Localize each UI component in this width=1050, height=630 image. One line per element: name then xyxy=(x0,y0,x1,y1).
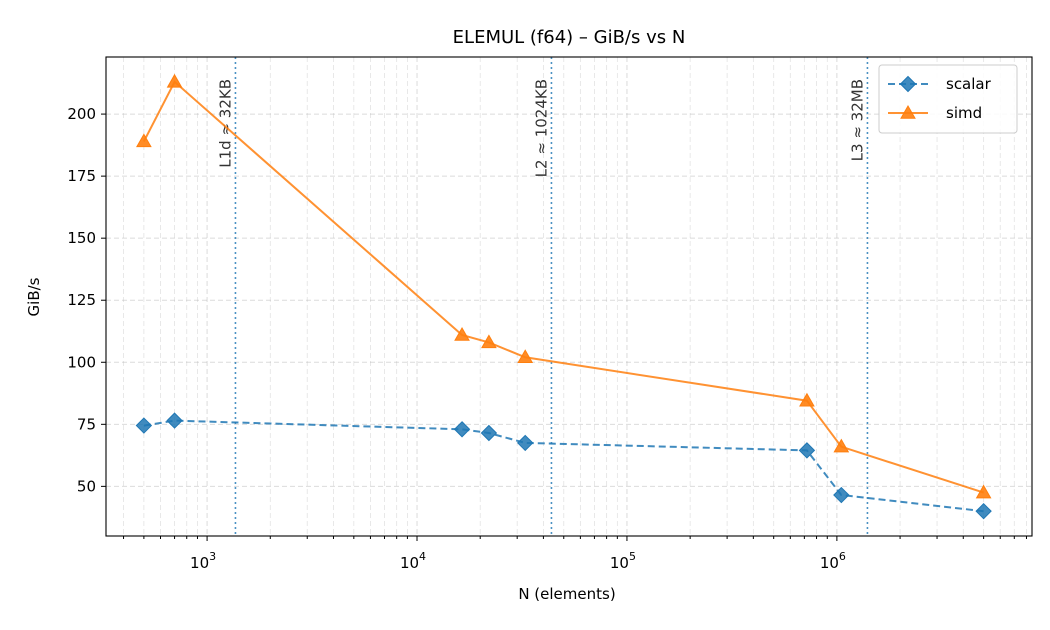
scalar-point xyxy=(135,417,153,434)
simd-point xyxy=(166,73,183,88)
series xyxy=(135,73,992,520)
cache-lines: L1d ≈ 32KB L2 ≈ 1024KB L3 ≈ 32MB xyxy=(216,57,869,536)
scalar-point xyxy=(975,502,992,520)
y-tick-label: 175 xyxy=(67,167,96,185)
simd-point xyxy=(975,484,992,499)
cache-boundary-label: L2 ≈ 1024KB xyxy=(532,79,550,177)
cache-boundary-label: L1d ≈ 32KB xyxy=(216,79,234,168)
legend-scalar-label: scalar xyxy=(946,75,992,93)
plot-frame xyxy=(105,56,1033,537)
axis-ticks: 50 75 100 125 150 175 200 103 104 105 106 xyxy=(67,105,1027,572)
simd-point xyxy=(481,334,497,349)
series-scalar xyxy=(135,412,992,520)
scalar-point xyxy=(798,442,816,459)
legend: scalar simd xyxy=(878,64,1018,134)
x-axis-label: N (elements) xyxy=(518,585,615,603)
grid xyxy=(106,57,1032,536)
simd-point xyxy=(454,326,470,341)
scalar-point xyxy=(480,424,498,442)
cache-boundary-label: L3 ≈ 32MB xyxy=(848,79,866,161)
y-tick-label: 150 xyxy=(67,229,96,247)
y-tick-label: 200 xyxy=(67,105,96,123)
y-tick-label: 125 xyxy=(67,291,96,309)
y-tick-label: 100 xyxy=(67,353,96,371)
simd-line xyxy=(143,80,984,494)
x-tick-label: 104 xyxy=(400,550,426,572)
series-simd xyxy=(136,73,992,499)
scalar-point xyxy=(517,434,534,452)
y-tick-label: 50 xyxy=(77,477,96,495)
simd-point xyxy=(833,438,850,453)
y-tick-label: 75 xyxy=(77,415,96,433)
legend-simd-marker xyxy=(900,104,916,119)
x-tick-label: 103 xyxy=(190,550,216,572)
legend-simd-label: simd xyxy=(946,104,982,122)
simd-point xyxy=(799,392,815,407)
x-tick-label: 105 xyxy=(610,550,636,572)
chart-title: ELEMUL (f64) – GiB/s vs N xyxy=(453,27,686,48)
simd-point xyxy=(136,133,152,148)
scalar-point xyxy=(833,486,850,504)
legend-scalar-marker xyxy=(899,75,917,93)
x-tick-label: 106 xyxy=(820,550,846,572)
scalar-point xyxy=(453,421,471,438)
scalar-line xyxy=(143,419,984,513)
simd-point xyxy=(517,349,534,364)
scalar-point xyxy=(166,412,183,429)
y-axis-label: GiB/s xyxy=(25,277,43,316)
